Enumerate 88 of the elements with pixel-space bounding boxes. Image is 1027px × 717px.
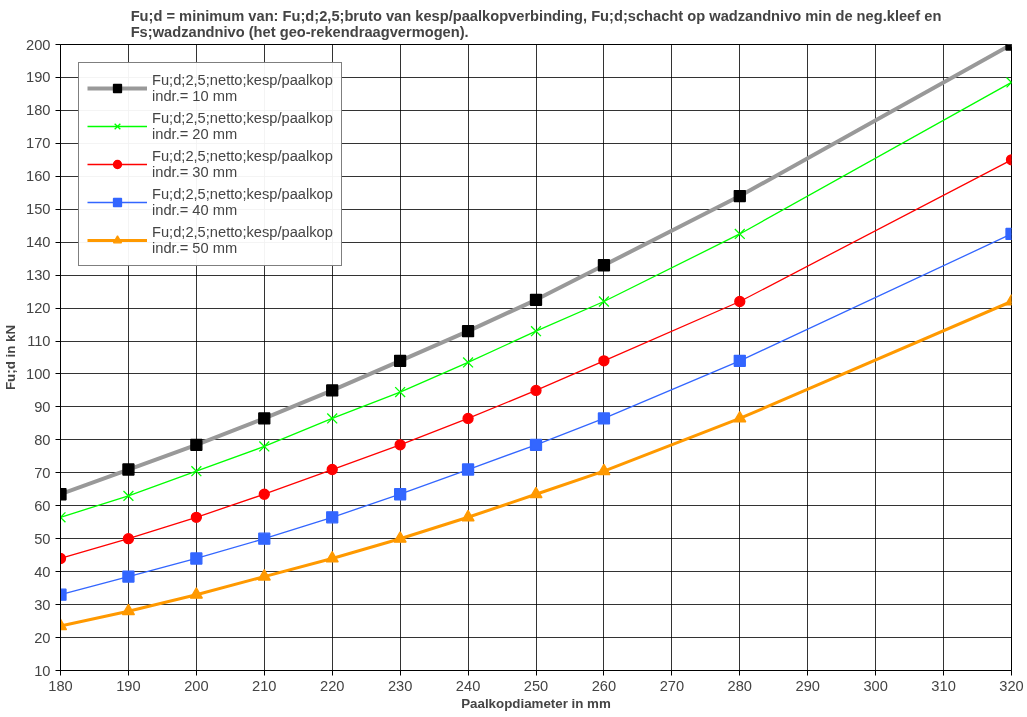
x-tick-label: 250 bbox=[523, 677, 549, 694]
y-tick-label: 40 bbox=[34, 563, 51, 580]
point bbox=[530, 384, 542, 397]
legend-label: Fu;d;2,5;netto;kesp/paalkop indr.= 50 mm bbox=[152, 223, 333, 257]
point bbox=[122, 490, 135, 502]
y-tick-label: 190 bbox=[26, 69, 51, 86]
point bbox=[393, 354, 407, 367]
point bbox=[258, 412, 271, 425]
point bbox=[529, 486, 543, 499]
point bbox=[462, 412, 474, 425]
point bbox=[326, 384, 339, 397]
point bbox=[733, 354, 746, 367]
y-axis-title: Fu;d in kN bbox=[3, 324, 19, 391]
y-tick-label: 70 bbox=[34, 464, 51, 481]
point bbox=[258, 532, 271, 545]
y-tick-label: 10 bbox=[34, 662, 51, 679]
point bbox=[734, 295, 746, 308]
point bbox=[597, 412, 611, 425]
x-tick-label: 240 bbox=[455, 677, 481, 694]
point bbox=[190, 438, 203, 451]
x-tick-label: 210 bbox=[252, 677, 277, 694]
point bbox=[734, 228, 746, 240]
point bbox=[393, 488, 407, 501]
y-tick-label: 150 bbox=[26, 201, 51, 218]
y-tick-label: 180 bbox=[26, 102, 51, 119]
y-tick-label: 140 bbox=[26, 234, 51, 251]
point bbox=[461, 509, 475, 522]
y-tick-label: 60 bbox=[34, 497, 51, 514]
point bbox=[122, 570, 135, 583]
point bbox=[461, 324, 475, 338]
x-tick-label: 290 bbox=[795, 677, 820, 694]
point bbox=[394, 386, 406, 398]
point bbox=[325, 550, 339, 563]
point bbox=[122, 463, 135, 476]
point bbox=[326, 511, 339, 524]
point bbox=[122, 533, 135, 545]
point bbox=[189, 587, 204, 599]
point bbox=[733, 189, 746, 203]
point bbox=[598, 295, 610, 308]
x-tick-label: 180 bbox=[48, 677, 73, 694]
point bbox=[326, 463, 338, 476]
point bbox=[598, 355, 610, 367]
point bbox=[461, 463, 475, 476]
y-tick-label: 110 bbox=[27, 333, 51, 350]
y-tick-label: 130 bbox=[26, 267, 51, 284]
y-tick-label: 50 bbox=[34, 530, 51, 547]
x-tick-label: 300 bbox=[863, 677, 888, 694]
point bbox=[597, 463, 611, 476]
point bbox=[530, 325, 542, 337]
point bbox=[529, 293, 543, 306]
y-tick-label: 90 bbox=[34, 398, 51, 415]
legend-label: Fu;d;2,5;netto;kesp/paalkop indr.= 10 mm bbox=[152, 71, 333, 105]
legend-label: Fu;d;2,5;netto;kesp/paalkop indr.= 30 mm bbox=[152, 147, 333, 181]
point bbox=[597, 259, 611, 272]
point bbox=[529, 438, 543, 451]
y-tick-label: 160 bbox=[26, 168, 51, 185]
y-tick-label: 30 bbox=[34, 596, 51, 613]
y-tick-label: 200 bbox=[26, 36, 51, 53]
point bbox=[393, 531, 407, 543]
y-tick-label: 170 bbox=[26, 135, 51, 152]
y-tick-label: 20 bbox=[34, 629, 51, 646]
point bbox=[190, 511, 203, 523]
point bbox=[326, 412, 338, 425]
x-tick-label: 230 bbox=[387, 677, 413, 694]
y-tick-label: 100 bbox=[26, 365, 51, 382]
point bbox=[257, 569, 271, 581]
x-tick-label: 310 bbox=[931, 677, 956, 694]
point bbox=[258, 488, 270, 500]
point bbox=[462, 356, 474, 369]
point bbox=[190, 552, 203, 565]
point bbox=[121, 603, 136, 616]
x-tick-label: 190 bbox=[116, 677, 141, 694]
x-tick-label: 280 bbox=[727, 677, 753, 694]
point bbox=[258, 440, 270, 453]
point bbox=[394, 439, 406, 451]
point bbox=[733, 410, 747, 423]
x-tick-label: 270 bbox=[659, 677, 685, 694]
x-tick-label: 260 bbox=[591, 677, 617, 694]
legend-label: Fu;d;2,5;netto;kesp/paalkop indr.= 20 mm bbox=[152, 109, 333, 143]
x-tick-label: 200 bbox=[184, 677, 209, 694]
point bbox=[190, 465, 202, 477]
y-tick-label: 80 bbox=[34, 431, 51, 448]
legend-label: Fu;d;2,5;netto;kesp/paalkop indr.= 40 mm bbox=[152, 185, 333, 219]
y-tick-label: 120 bbox=[26, 300, 51, 317]
x-axis-title: Paalkopdiameter in mm bbox=[461, 695, 611, 711]
chart-title: Fu;d = minimum van: Fu;d;2,5;bruto van kesp/paalkopverbinding, Fu;d;schacht op wadzandnivo min de neg.kleef en Fs;wadzandnivo (het geo-rekendraagvermogen). bbox=[130, 7, 942, 40]
x-tick-label: 220 bbox=[319, 677, 345, 694]
x-tick-label: 320 bbox=[999, 677, 1024, 694]
